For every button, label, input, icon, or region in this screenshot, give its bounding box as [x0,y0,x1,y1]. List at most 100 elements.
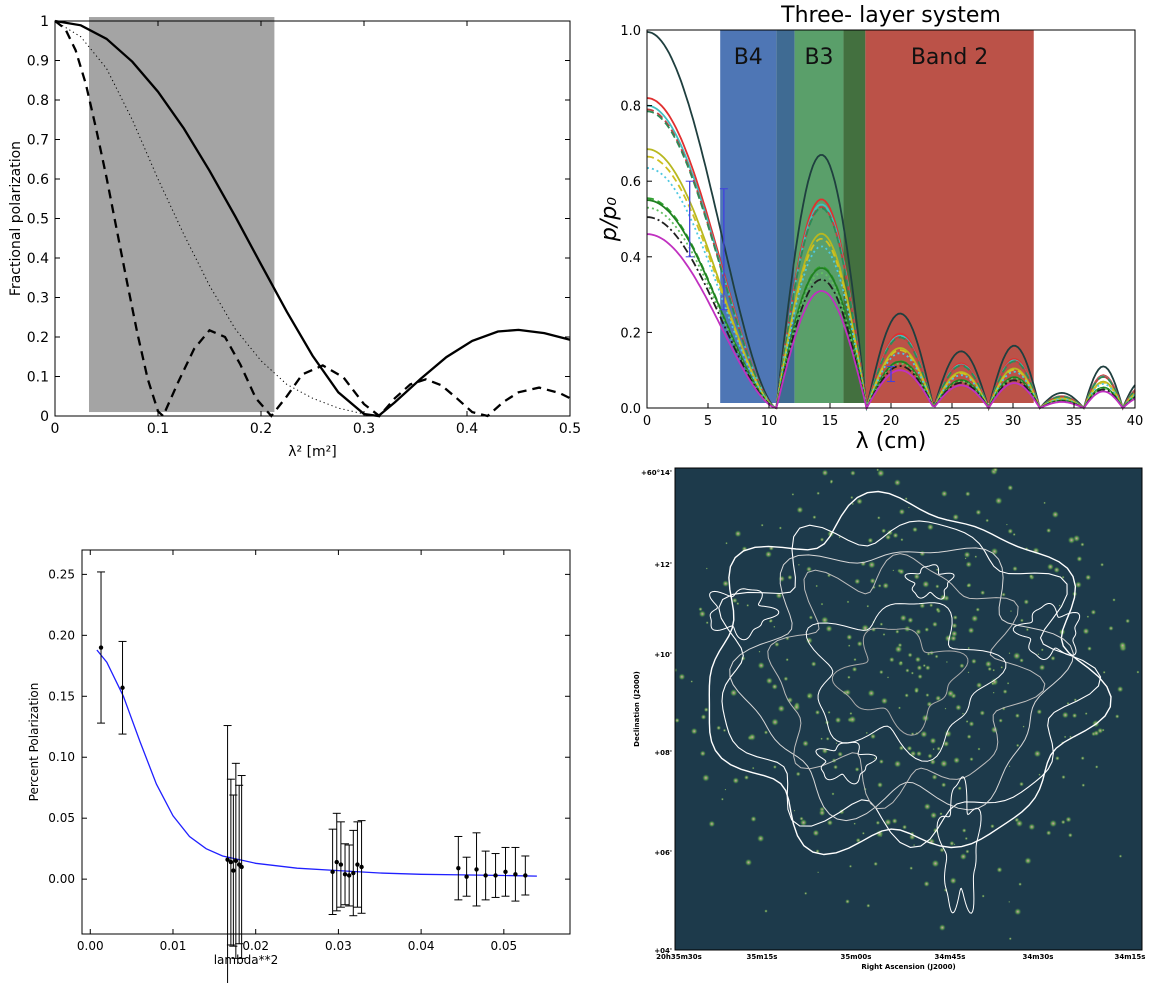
emission-source [925,692,930,698]
emission-source [846,600,850,604]
emission-source [819,537,825,542]
data-point [456,865,461,871]
emission-source [786,696,794,704]
emission-source [1051,510,1060,519]
band-region [720,30,777,403]
emission-source [1033,749,1042,758]
emission-source [1058,604,1061,607]
emission-source [924,627,930,633]
y-tick-label: 0.4 [27,251,49,267]
emission-source [1046,563,1055,571]
emission-source [946,689,955,698]
emission-source [825,624,833,633]
emission-source [1061,711,1069,719]
emission-source [1076,555,1083,563]
emission-source [705,567,708,570]
emission-source [967,626,975,634]
emission-source [751,766,755,770]
emission-source [743,774,750,781]
emission-source [915,628,922,635]
y-tick-label: +10' [654,651,672,659]
emission-source [915,750,923,757]
emission-source [1018,882,1023,887]
contour-line [831,627,969,736]
emission-source [1090,609,1097,616]
x-axis-label: Right Ascension (J2000) [861,963,955,971]
emission-source [1019,618,1024,623]
emission-source [792,703,801,712]
emission-source [834,716,842,724]
emission-source [912,526,918,533]
emission-source [1125,618,1131,624]
x-axis-label: lambda**2 [214,953,279,967]
emission-source [921,714,930,723]
emission-source [827,710,831,715]
emission-source [990,725,999,734]
emission-source [770,718,780,727]
emission-source [939,759,949,768]
emission-source [678,673,686,681]
emission-source [914,656,922,663]
emission-source [867,560,876,569]
emission-source [899,614,908,622]
contour-line [936,776,982,914]
emission-source [945,660,948,664]
emission-source [910,671,915,675]
emission-source [975,607,981,612]
emission-source [808,615,814,620]
emission-source [861,831,865,835]
emission-source [810,661,817,667]
y-tick-label: 0.3 [27,291,49,307]
map-frame [674,467,1143,951]
emission-source [884,534,892,541]
emission-source [882,632,886,637]
emission-source [966,734,972,740]
y-tick-label: +60°14' [641,469,672,477]
band-region [865,30,1034,403]
emission-source [952,614,958,621]
emission-source [748,733,757,742]
contour-line [729,547,1074,822]
emission-source [835,742,838,745]
emission-source [990,823,995,829]
emission-source [865,731,869,735]
emission-source [964,836,969,841]
emission-source [675,667,678,673]
emission-source [861,978,867,984]
emission-source [907,506,910,509]
x-tick-label: 0.4 [456,421,478,437]
emission-source [980,590,986,596]
emission-source [731,597,738,604]
emission-source [1102,670,1106,674]
emission-source [904,693,910,698]
emission-source [917,673,923,680]
emission-source [722,728,727,733]
emission-source [778,575,786,583]
emission-source [796,506,804,514]
emission-source [969,756,974,762]
emission-source [764,909,768,913]
contour-line [805,602,1007,762]
emission-source [876,781,884,789]
emission-source [1008,900,1011,903]
emission-source [922,663,927,668]
x-tick-label: 20 [883,414,900,429]
emission-source [744,858,753,867]
emission-source [900,537,904,542]
fractional-polarization-svg: 0 0.1 0.2 0.3 0.4 0.5 0 0.1 0.2 0.3 0.4 0.5 0.6 0.7 0.… [8,14,581,460]
emission-source [820,616,829,625]
data-point [513,872,518,877]
emission-source [967,671,970,674]
emission-source [833,764,839,770]
emission-source [851,666,858,673]
emission-source [853,657,857,662]
emission-source [853,822,856,825]
emission-source [764,550,773,559]
data-point [523,873,528,878]
emission-source [882,582,890,590]
data-point [346,873,352,878]
shaded-band [88,17,275,413]
model-curve [646,110,1136,411]
emission-source [820,602,824,606]
emission-source [716,725,722,731]
